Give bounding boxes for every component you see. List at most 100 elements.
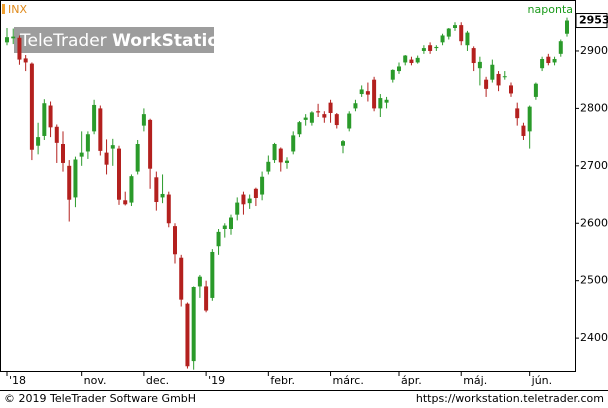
candle-body: [297, 122, 302, 135]
candle-body: [73, 159, 78, 198]
interval: naponta: [528, 3, 573, 16]
candle-body: [272, 144, 277, 161]
watermark: TeleTrader WorkStation: [19, 31, 231, 51]
candle-body: [533, 83, 538, 97]
y-tick-label: 2400: [580, 331, 608, 344]
candle-body: [409, 59, 414, 64]
candle-body: [61, 144, 65, 163]
candle-body: [316, 111, 321, 113]
candle-body: [92, 104, 97, 132]
plot-frame: [0, 0, 576, 372]
candle-body: [291, 135, 296, 152]
x-tick-label: jún.: [531, 374, 553, 387]
candle-body: [241, 194, 246, 205]
watermark-product: WorkStation: [112, 31, 231, 51]
candle-body: [490, 64, 495, 80]
candle-body: [515, 108, 520, 119]
y-tick-label: 2600: [580, 216, 608, 229]
candle-body: [197, 276, 202, 287]
candle-body: [334, 114, 339, 126]
candle-body: [104, 152, 109, 165]
candle-body: [496, 73, 501, 86]
candle-body: [403, 55, 408, 63]
candle-body: [179, 257, 184, 300]
candle-body: [502, 76, 507, 78]
candle-body: [471, 48, 476, 64]
candle-body: [384, 99, 389, 103]
last-value: 2953: [579, 14, 608, 27]
candle-body: [465, 32, 470, 46]
y-tick-label: 2700: [580, 159, 608, 172]
candle-body: [477, 61, 482, 69]
candle-body: [415, 57, 420, 63]
candle-body: [135, 144, 140, 172]
x-tick-label: ápr.: [401, 374, 422, 387]
candle-body: [173, 226, 177, 255]
candle-body: [247, 198, 252, 204]
candle-body: [341, 141, 345, 146]
candle-body: [328, 102, 333, 113]
candle-body: [117, 148, 121, 200]
candle-body: [67, 165, 72, 200]
watermark-brand: TeleTrader: [19, 31, 107, 51]
url[interactable]: https://workstation.teletrader.com: [416, 392, 604, 405]
candle-body: [446, 28, 451, 37]
y-tick-label: 2500: [580, 274, 608, 287]
candle-body: [85, 134, 90, 152]
candle-body: [54, 126, 59, 143]
x-tick-label: dec.: [146, 374, 169, 387]
candle-body: [222, 225, 227, 229]
last-value-box: [575, 13, 608, 29]
candle-body: [79, 152, 84, 157]
candle-body: [428, 45, 433, 51]
candle-body: [110, 145, 115, 149]
candle-body: [42, 103, 47, 136]
candle-body: [378, 98, 383, 109]
candle-body: [235, 202, 240, 215]
candle-body: [440, 35, 445, 43]
candle-body: [372, 79, 377, 109]
candle-body: [166, 194, 171, 224]
candle-body: [141, 114, 146, 126]
candle-body: [303, 117, 308, 120]
candle-body: [309, 112, 314, 123]
candle-body: [359, 89, 364, 95]
watermark-box: [14, 27, 214, 53]
candle-body: [353, 103, 358, 109]
symbol-marker: [2, 4, 5, 14]
candle-body: [266, 161, 271, 172]
candle-body: [191, 287, 196, 362]
x-tick-label: márc.: [333, 374, 364, 387]
candle-body: [36, 137, 41, 146]
candle-body: [453, 25, 457, 28]
y-tick-label: 2900: [580, 44, 608, 57]
candle-body: [565, 20, 569, 34]
candle-body: [421, 48, 426, 51]
candle-body: [148, 119, 153, 169]
candle-body: [210, 251, 215, 298]
candle-body: [154, 177, 159, 203]
candle-body: [48, 105, 53, 128]
candle-body: [521, 125, 526, 136]
candle-body: [397, 66, 401, 72]
candle-body: [17, 37, 22, 60]
candle-body: [390, 69, 395, 80]
candle-body: [484, 79, 489, 89]
candle-body: [347, 113, 352, 129]
candle-body: [5, 37, 9, 43]
candle-body: [322, 114, 327, 118]
x-tick-label: febr.: [270, 374, 295, 387]
y-tick-label: 2800: [580, 101, 608, 114]
candle-body: [23, 58, 28, 63]
candle-body: [527, 106, 532, 132]
copyright: © 2019 TeleTrader Software GmbH: [4, 392, 196, 405]
candle-body: [229, 217, 233, 229]
candle-body: [558, 41, 563, 54]
x-tick-label: '18: [9, 374, 26, 387]
candle-body: [278, 148, 283, 163]
x-tick-label: '19: [208, 374, 225, 387]
x-tick-label: nov.: [84, 374, 107, 387]
candles: [5, 17, 569, 370]
candle-body: [29, 63, 34, 150]
